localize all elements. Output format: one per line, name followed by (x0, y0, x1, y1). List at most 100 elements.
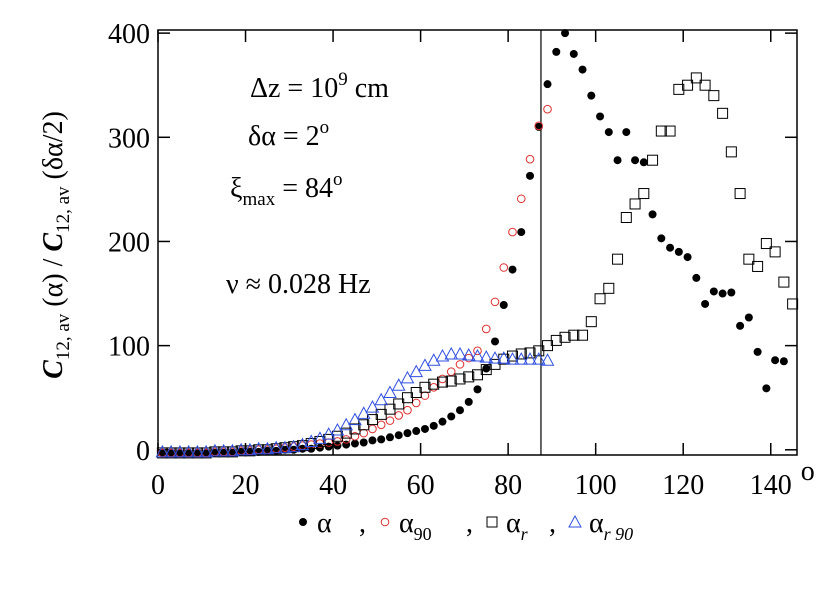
point (543, 104, 552, 114)
point (604, 128, 613, 137)
point (368, 424, 377, 434)
legend-marker (568, 514, 582, 528)
point (612, 253, 624, 265)
point (603, 282, 615, 294)
point (585, 316, 597, 328)
point (540, 353, 555, 366)
plot-frame (157, 29, 798, 456)
point (514, 352, 529, 365)
point (331, 430, 343, 442)
point (400, 370, 415, 384)
annotation-part: Δz = 10 (250, 73, 338, 104)
y-tick-label: 200 (108, 227, 150, 258)
point (286, 439, 301, 453)
annotation-part: cm (348, 73, 389, 104)
point (435, 348, 450, 362)
point (278, 440, 292, 454)
point (779, 357, 788, 366)
legend-subscript: 90 (414, 524, 432, 544)
point (383, 385, 397, 398)
point (508, 227, 517, 237)
y-tick-label: 100 (108, 332, 150, 363)
point (647, 154, 659, 166)
point (356, 406, 371, 419)
y-tick-label: 400 (108, 19, 150, 50)
legend-separator: , (549, 508, 556, 539)
point (587, 91, 596, 100)
x-tick-label: 140 (750, 470, 792, 501)
point (639, 158, 648, 167)
point (631, 156, 640, 165)
y-label-part: 12, av (53, 186, 74, 233)
point (419, 381, 431, 393)
annotation-part: = 84 (275, 173, 333, 204)
point (701, 299, 710, 308)
point (481, 324, 491, 334)
x-tick-label: 20 (232, 470, 260, 501)
point (225, 443, 240, 457)
point (743, 253, 755, 265)
x-tick-label: 60 (407, 470, 435, 501)
point (394, 411, 404, 420)
point (488, 351, 502, 364)
point (516, 194, 526, 204)
point (552, 47, 561, 56)
point (717, 107, 729, 119)
point (708, 90, 720, 102)
point (499, 301, 508, 309)
point (490, 297, 500, 307)
point (208, 443, 222, 457)
annotation-part: 9 (338, 69, 348, 90)
point (359, 428, 369, 438)
y-axis-label: C12, av (α) / C12, av (δα/2) (38, 111, 74, 379)
legend-subscript: r 90 (604, 524, 634, 544)
point (349, 423, 361, 435)
legend-name: α (506, 508, 521, 539)
legend-label: α90 (399, 508, 432, 544)
point (778, 276, 790, 288)
point (216, 443, 231, 457)
x-tick-label: 0 (151, 470, 165, 501)
point (578, 65, 587, 74)
point (164, 444, 178, 458)
point (629, 198, 641, 210)
point (508, 265, 517, 274)
point (666, 243, 675, 252)
point (657, 234, 666, 243)
annotation-part: o (320, 117, 330, 138)
point (260, 441, 275, 455)
x-tick-label: 40 (319, 470, 347, 501)
point (412, 427, 421, 436)
point (683, 253, 692, 262)
point (753, 347, 762, 356)
point (594, 293, 606, 305)
legend-marker (486, 516, 498, 528)
point (464, 397, 473, 406)
point (526, 171, 535, 180)
annotation-part: max (242, 189, 275, 210)
point (429, 382, 439, 392)
point (173, 444, 187, 458)
y-label-part: 12, av (53, 313, 74, 360)
point (525, 154, 535, 164)
point (673, 83, 685, 95)
legend-marker (380, 517, 390, 527)
point (348, 412, 362, 426)
point (682, 79, 694, 91)
point (461, 347, 476, 361)
point (744, 313, 753, 322)
annotation: Δz = 109 cm (250, 69, 389, 104)
point (243, 442, 257, 456)
point (543, 80, 552, 89)
point (445, 375, 457, 387)
legend-label: αr 90 (589, 508, 633, 544)
point (411, 398, 421, 408)
point (455, 360, 465, 369)
point (499, 263, 509, 272)
point (181, 444, 196, 458)
point (193, 448, 202, 457)
point (436, 376, 448, 388)
point (559, 331, 571, 343)
point (736, 321, 745, 330)
